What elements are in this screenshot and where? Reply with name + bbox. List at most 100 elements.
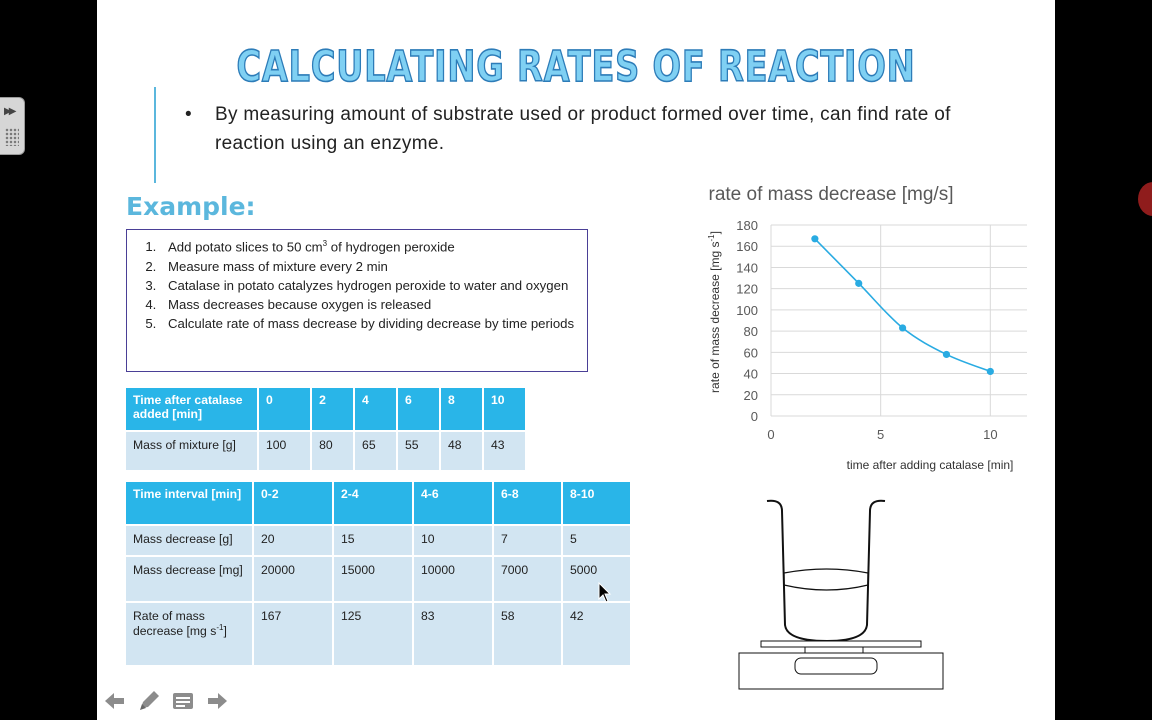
notes-icon[interactable] — [170, 688, 196, 714]
series-points — [811, 235, 994, 376]
table-cell: 5000 — [562, 557, 630, 601]
table-row: Mass decrease [mg] 20000 15000 10000 700… — [126, 557, 630, 601]
table-header-row: Time after catalase added [min] 0 2 4 6 … — [126, 388, 525, 430]
arrow-left-icon[interactable] — [102, 688, 128, 714]
table-cell: Mass decrease [g] — [126, 526, 252, 555]
table-cell: 10 — [414, 526, 492, 555]
table-cell: 55 — [398, 432, 440, 470]
balance-display — [794, 657, 878, 675]
y-axis-label: rate of mass decrease [mg s-1] — [707, 231, 722, 393]
rate-chart: rate of mass decrease [mg/s] 0 20 40 60 80 10… — [707, 184, 1027, 472]
mouse-cursor-icon — [598, 582, 612, 603]
table-header-cell: 6-8 — [494, 482, 561, 524]
table-row: Mass decrease [g] 20 15 10 7 5 — [126, 526, 630, 555]
table-cell: 80 — [312, 432, 354, 470]
series-line — [814, 238, 991, 373]
table-cell: 15 — [334, 526, 412, 555]
double-chevron-right-icon: ▶▶ — [4, 106, 17, 117]
table-header-cell: Time after catalase added [min] — [126, 388, 257, 430]
y-tick-labels: 0 20 40 60 80 100 120 140 160 180 — [736, 218, 758, 424]
table-cell: 42 — [562, 603, 630, 665]
steps-box: Add potato slices to 50 cm3 of hydrogen … — [126, 229, 588, 372]
table-cell: 65 — [355, 432, 397, 470]
record-indicator — [1138, 182, 1152, 216]
data-point — [811, 235, 819, 243]
cell-text-tail: ] — [223, 624, 227, 639]
table-cell: 167 — [254, 603, 332, 665]
chart-grid — [770, 224, 1027, 417]
y-axis-label-tail: ] — [708, 231, 722, 234]
table-header-cell: 10 — [484, 388, 525, 430]
cell-text: Rate of mass decrease [mg s — [133, 609, 217, 639]
y-tick-label: 140 — [736, 260, 758, 275]
table-header-cell: 6 — [398, 388, 440, 430]
table-cell: 20 — [254, 526, 332, 555]
table-cell: 125 — [334, 603, 412, 665]
table-header-cell: 4-6 — [414, 482, 492, 524]
balance-stem — [804, 646, 864, 654]
y-tick-label: 0 — [751, 409, 758, 424]
step-text: Add potato slices to 50 cm — [168, 239, 323, 255]
step-item: Catalase in potato catalyzes hydrogen pe… — [160, 276, 579, 295]
step-item: Mass decreases because oxygen is release… — [160, 295, 579, 314]
step-item: Calculate rate of mass decrease by divid… — [160, 314, 579, 333]
chart-title: rate of mass decrease [mg/s] — [709, 184, 954, 205]
accent-line — [154, 87, 156, 183]
table-header-row: Time interval [min] 0-2 2-4 4-6 6-8 8-10 — [126, 482, 630, 524]
y-tick-label: 80 — [744, 324, 758, 339]
table-header-cell: 0-2 — [254, 482, 332, 524]
mass-table: Time after catalase added [min] 0 2 4 6 … — [124, 386, 527, 472]
balance-plate — [760, 640, 922, 648]
table-header-cell: 4 — [355, 388, 397, 430]
x-axis-label: time after adding catalase [min] — [847, 458, 1014, 472]
table-header-cell: 2 — [312, 388, 354, 430]
y-tick-label: 120 — [736, 282, 758, 297]
table-cell: Mass decrease [mg] — [126, 557, 252, 601]
slide-title: CALCULATING RATES OF REACTION — [236, 41, 916, 93]
step-item: Measure mass of mixture every 2 min — [160, 257, 579, 276]
pencil-icon[interactable] — [136, 688, 162, 714]
x-tick-label: 10 — [983, 427, 997, 442]
bullet-point: • By measuring amount of substrate used … — [185, 100, 955, 158]
table-header-cell: 2-4 — [334, 482, 412, 524]
table-cell: Mass of mixture [g] — [126, 432, 257, 470]
y-tick-label: 160 — [736, 239, 758, 254]
table-header-cell: 0 — [259, 388, 311, 430]
table-cell: Rate of mass decrease [mg s-1] — [126, 603, 252, 665]
beaker — [766, 499, 886, 643]
y-tick-label: 20 — [744, 388, 758, 403]
beaker-liquid-surface — [783, 568, 869, 591]
y-tick-label: 100 — [736, 303, 758, 318]
table-cell: 43 — [484, 432, 525, 470]
table-cell: 5 — [562, 526, 630, 555]
y-tick-label: 40 — [744, 367, 758, 382]
example-heading: Example: — [126, 192, 256, 221]
presentation-toolbar — [102, 688, 242, 716]
table-cell: 7000 — [494, 557, 561, 601]
x-tick-label: 5 — [877, 427, 884, 442]
table-cell: 83 — [414, 603, 492, 665]
y-tick-label: 60 — [744, 345, 758, 360]
y-axis-label-main: rate of mass decrease [mg s — [708, 242, 722, 393]
arrow-right-icon[interactable] — [204, 688, 230, 714]
bullet-icon: • — [185, 104, 192, 125]
table-cell: 7 — [494, 526, 561, 555]
y-axis-label-sup: -1 — [707, 234, 716, 242]
table-cell: 58 — [494, 603, 561, 665]
step-sup: 3 — [322, 239, 328, 248]
steps-list: Add potato slices to 50 cm3 of hydrogen … — [135, 234, 579, 333]
side-panel-handle[interactable]: ▶▶ — [0, 97, 25, 155]
data-point — [986, 367, 994, 376]
step-item: Add potato slices to 50 cm3 of hydrogen … — [160, 234, 579, 257]
table-row: Mass of mixture [g] 100 80 65 55 48 43 — [126, 432, 525, 470]
table-row: Rate of mass decrease [mg s-1] 167 125 8… — [126, 603, 630, 665]
rate-table: Time interval [min] 0-2 2-4 4-6 6-8 8-10… — [124, 480, 632, 667]
table-header-cell: 8-10 — [562, 482, 630, 524]
table-cell: 100 — [259, 432, 311, 470]
grip-icon — [5, 128, 19, 146]
step-text-tail: of hydrogen peroxide — [327, 239, 455, 255]
table-cell: 15000 — [334, 557, 412, 601]
data-point — [942, 350, 951, 359]
data-point — [899, 324, 907, 332]
table-header-cell: 8 — [441, 388, 482, 430]
